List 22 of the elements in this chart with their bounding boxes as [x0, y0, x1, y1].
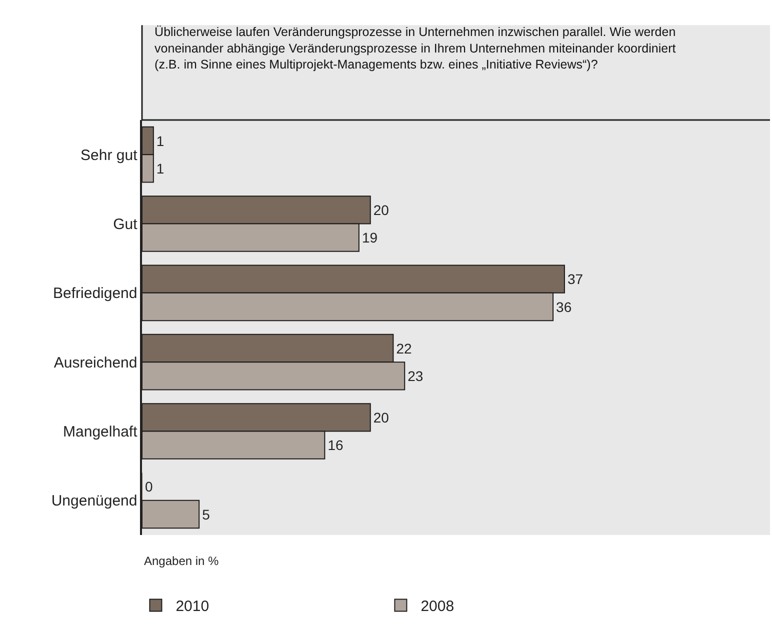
data-label: 37	[567, 271, 584, 288]
data-label: 23	[408, 368, 424, 384]
data-label: 1	[156, 132, 164, 149]
chart-title: Üblicherweise laufen Veränderungsprozesse in Unternehmen inzwischen parallel. Wie werden voneinander abhängige Veränderungsprozesse in Ihrem Unternehmen miteinander koordiniert (z.B. im Sinne eines Multiprojekt-Managements bzw. eines „Initiative Reviews“)?	[154, 25, 676, 72]
data-label: 36	[556, 298, 572, 315]
y-tick-label: Gut	[113, 216, 138, 233]
data-label: 16	[328, 437, 344, 454]
data-label: 1	[156, 160, 164, 176]
y-tick-label: Befriedigend	[53, 285, 138, 302]
y-tick-label: Sehr gut	[80, 146, 138, 164]
data-label: 20	[373, 202, 390, 218]
data-label: 0	[145, 478, 153, 495]
data-label: 20	[373, 409, 390, 426]
data-label: 5	[202, 506, 210, 522]
text: Angaben in %	[144, 554, 220, 568]
legend-label: 2008	[420, 598, 454, 616]
legend-label: 2010	[176, 598, 210, 616]
data-label: 22	[396, 340, 412, 356]
data-label: 19	[362, 230, 378, 246]
y-tick-label: Ausreichend	[54, 354, 138, 372]
y-tick-label: Ungenügend	[51, 492, 138, 510]
y-tick-label: Mangelhaft	[63, 424, 138, 440]
